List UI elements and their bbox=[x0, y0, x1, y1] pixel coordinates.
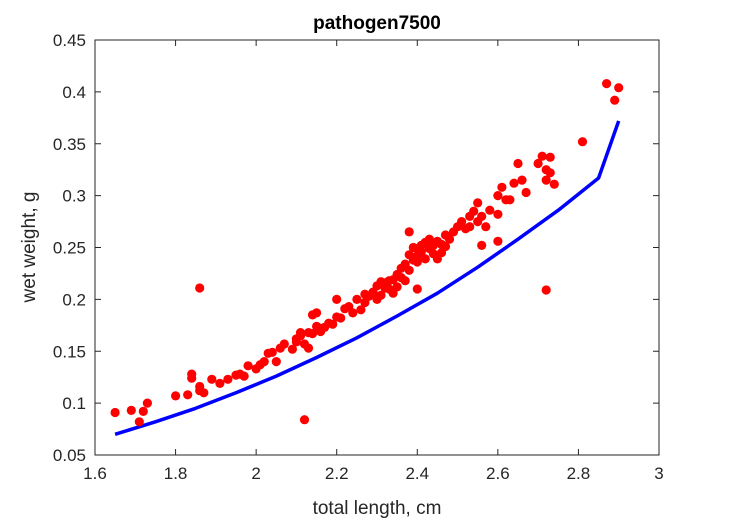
ticks-layer: 1.6 1.8 2 2.2 2.4 2.6 2.8 3 0.05 0.1 0.15 0.2 0.25 0.… bbox=[53, 31, 664, 483]
data-point bbox=[400, 276, 410, 286]
data-point bbox=[473, 198, 483, 208]
data-point bbox=[457, 217, 467, 227]
data-point bbox=[392, 282, 402, 292]
data-point bbox=[239, 371, 249, 381]
x-tick-label: 2 bbox=[251, 464, 260, 483]
data-point bbox=[138, 406, 148, 416]
data-point bbox=[533, 158, 543, 169]
data-point bbox=[541, 285, 551, 295]
data-point bbox=[412, 284, 422, 294]
y-tick-label: 0.45 bbox=[53, 31, 86, 50]
data-point bbox=[577, 137, 588, 147]
data-point bbox=[610, 95, 620, 105]
data-point bbox=[545, 152, 555, 162]
data-point bbox=[352, 294, 362, 304]
data-point bbox=[469, 206, 479, 216]
data-point bbox=[497, 182, 507, 192]
data-point bbox=[307, 329, 318, 339]
data-point bbox=[404, 227, 414, 237]
data-point bbox=[545, 168, 555, 178]
x-tick-label: 2.2 bbox=[325, 464, 349, 483]
data-point bbox=[521, 187, 531, 198]
data-point bbox=[477, 211, 487, 221]
data-point bbox=[505, 195, 515, 205]
data-point bbox=[271, 357, 281, 367]
data-point bbox=[183, 390, 193, 400]
data-point bbox=[336, 313, 346, 323]
x-tick-label: 2.4 bbox=[405, 464, 429, 483]
y-axis-label: wet weight, g bbox=[19, 192, 40, 304]
data-point bbox=[142, 398, 152, 408]
data-point bbox=[420, 254, 430, 264]
data-point bbox=[517, 175, 527, 185]
data-point bbox=[493, 209, 503, 219]
x-axis-label: total length, cm bbox=[313, 498, 442, 519]
data-point bbox=[332, 294, 342, 304]
data-point bbox=[199, 388, 209, 398]
plot-area bbox=[95, 40, 659, 455]
data-point bbox=[440, 241, 451, 252]
data-point bbox=[493, 236, 503, 246]
x-tick-label: 1.8 bbox=[164, 464, 188, 483]
data-point bbox=[126, 405, 136, 415]
data-point bbox=[207, 374, 217, 384]
fit-line bbox=[114, 120, 621, 436]
chart-title: pathogen7500 bbox=[313, 13, 441, 34]
data-point bbox=[412, 257, 422, 267]
y-tick-label: 0.3 bbox=[62, 187, 86, 206]
data-point bbox=[303, 343, 314, 353]
y-tick-label: 0.25 bbox=[53, 239, 86, 258]
data-point bbox=[187, 373, 197, 383]
data-point bbox=[312, 308, 322, 318]
data-point bbox=[376, 290, 386, 300]
data-point bbox=[134, 417, 144, 427]
data-point bbox=[356, 305, 366, 315]
data-point bbox=[243, 361, 253, 371]
data-point bbox=[485, 205, 495, 215]
data-point bbox=[513, 158, 523, 169]
data-point bbox=[444, 234, 455, 244]
data-point bbox=[465, 222, 475, 232]
x-tick-label: 1.6 bbox=[83, 464, 107, 483]
data-point bbox=[287, 344, 297, 354]
data-point bbox=[171, 391, 181, 401]
data-point bbox=[110, 407, 120, 418]
y-tick-label: 0.2 bbox=[62, 290, 86, 309]
data-point bbox=[299, 415, 310, 425]
y-tick-label: 0.15 bbox=[53, 342, 86, 361]
data-point bbox=[493, 191, 503, 201]
data-point bbox=[215, 378, 225, 388]
data-point bbox=[279, 339, 289, 349]
data-point bbox=[223, 374, 233, 384]
data-point bbox=[614, 83, 624, 93]
data-point bbox=[537, 151, 547, 161]
fit-layer bbox=[114, 120, 621, 436]
y-tick-label: 0.1 bbox=[62, 394, 86, 413]
data-point bbox=[541, 175, 551, 185]
data-point bbox=[348, 308, 358, 318]
x-tick-label: 2.8 bbox=[567, 464, 591, 483]
data-point bbox=[549, 179, 559, 189]
y-tick-label: 0.35 bbox=[53, 135, 86, 154]
points-layer bbox=[110, 79, 624, 427]
data-point bbox=[267, 347, 277, 357]
data-point bbox=[477, 240, 487, 250]
x-tick-label: 2.6 bbox=[486, 464, 510, 483]
data-point bbox=[416, 247, 426, 257]
data-point bbox=[602, 79, 612, 89]
data-point bbox=[509, 178, 519, 188]
data-point bbox=[195, 283, 205, 293]
data-point bbox=[404, 265, 414, 275]
data-point bbox=[295, 331, 306, 341]
data-point bbox=[259, 357, 269, 367]
y-tick-label: 0.05 bbox=[53, 446, 86, 465]
plot-background bbox=[95, 40, 659, 455]
x-tick-label: 3 bbox=[654, 464, 663, 483]
y-tick-label: 0.4 bbox=[62, 83, 86, 102]
data-point bbox=[481, 222, 491, 232]
data-point bbox=[328, 319, 338, 329]
